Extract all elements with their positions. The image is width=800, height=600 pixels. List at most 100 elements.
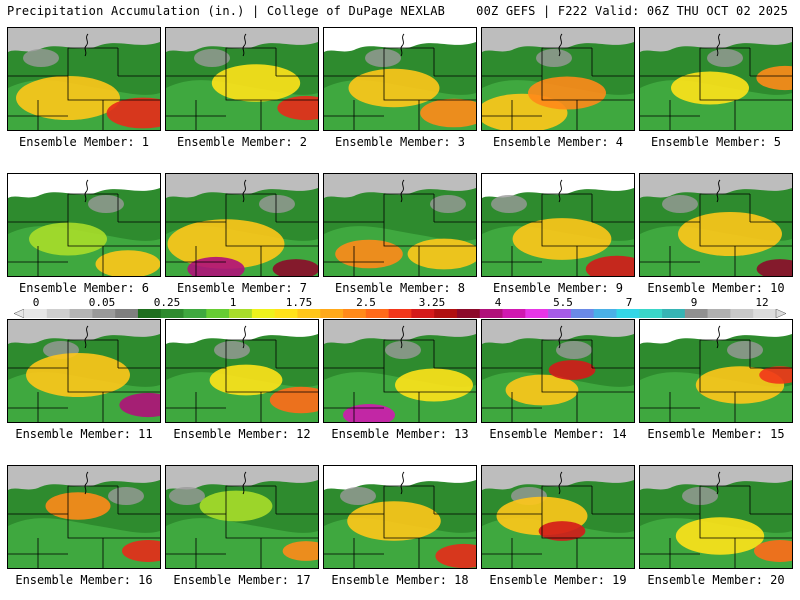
dry-area	[8, 28, 160, 52]
colorbar-tick-label: 4	[494, 296, 502, 309]
colorbar-tick-label: 0.05	[88, 296, 116, 309]
ensemble-member-map	[481, 465, 635, 569]
light-precip-patch	[662, 195, 698, 213]
colorbar-swatch	[343, 309, 367, 318]
river-line	[242, 325, 247, 349]
dry-area	[482, 320, 634, 344]
colorbar-swatch	[456, 309, 481, 318]
ensemble-member-map	[165, 173, 319, 277]
dry-area	[324, 174, 476, 198]
colorbar-swatch	[684, 309, 708, 318]
dry-area	[8, 174, 160, 198]
colorbar-max-arrow	[775, 309, 786, 318]
map-title: Precipitation Accumulation (in.) | Colle…	[7, 4, 446, 18]
colorbar-swatch	[548, 309, 572, 318]
colorbar-tick-label: 1	[229, 296, 237, 309]
precip-maximum	[754, 540, 792, 562]
river-line	[400, 325, 405, 349]
light-precip-patch	[194, 49, 230, 67]
colorbar-tick-label: 12	[755, 296, 769, 309]
precip-maximum	[106, 97, 160, 129]
dry-area	[166, 28, 318, 52]
precip-maximum	[671, 71, 749, 105]
precip-map	[324, 28, 476, 130]
precip-map	[640, 174, 792, 276]
ensemble-member-label: Ensemble Member: 7	[176, 281, 308, 295]
dry-area	[640, 174, 792, 198]
colorbar-swatch	[753, 309, 777, 318]
precip-maximum	[678, 212, 782, 256]
precip-map	[324, 466, 476, 568]
colorbar-swatch	[502, 309, 526, 318]
river-line	[84, 179, 89, 203]
dry-area	[482, 28, 634, 52]
light-precip-patch	[707, 49, 743, 67]
ensemble-member-map	[481, 173, 635, 277]
river-line	[84, 471, 89, 495]
ensemble-member-label: Ensemble Member: 15	[647, 427, 785, 441]
light-precip-patch	[108, 487, 144, 505]
dry-area	[8, 466, 160, 490]
precip-maximum	[585, 255, 634, 276]
state-borders	[166, 339, 318, 422]
colorbar-swatch	[297, 309, 321, 318]
precip-maximum	[348, 68, 440, 108]
precip-maximum	[26, 353, 130, 397]
ensemble-member-map	[481, 27, 635, 131]
ensemble-member-map	[481, 319, 635, 423]
dry-area	[166, 320, 318, 344]
colorbar-tick-label: 3.25	[418, 296, 446, 309]
colorbar-swatch	[479, 309, 503, 318]
colorbar-swatch	[365, 309, 389, 318]
state-borders	[8, 485, 160, 568]
ensemble-member-map	[165, 465, 319, 569]
ensemble-member-map	[7, 465, 161, 569]
dry-area	[324, 320, 476, 344]
dry-area	[324, 466, 476, 490]
state-borders	[324, 339, 476, 422]
ensemble-member-label: Ensemble Member: 19	[489, 573, 627, 587]
dry-area	[640, 28, 792, 52]
ensemble-member-map	[639, 465, 793, 569]
light-precip-patch	[88, 195, 124, 213]
ensemble-member-label: Ensemble Member: 17	[173, 573, 311, 587]
ensemble-member-label: Ensemble Member: 8	[334, 281, 466, 295]
ensemble-member-label: Ensemble Member: 20	[647, 573, 785, 587]
ensemble-member-label: Ensemble Member: 10	[647, 281, 785, 295]
ensemble-member-map	[639, 173, 793, 277]
dry-area	[482, 174, 634, 198]
state-borders	[8, 47, 160, 130]
colorbar-swatch	[662, 309, 686, 318]
ensemble-member-label: Ensemble Member: 2	[176, 135, 308, 149]
moderate-precip-band	[166, 518, 318, 568]
ensemble-member-label: Ensemble Member: 12	[173, 427, 311, 441]
river-line	[716, 179, 721, 203]
colorbar-swatch	[137, 309, 162, 318]
precip-map	[8, 28, 160, 130]
state-borders	[640, 339, 792, 422]
precip-maximum	[435, 543, 476, 568]
colorbar-swatch	[46, 309, 70, 318]
colorbar-swatch	[160, 309, 184, 318]
precip-maximum	[756, 259, 792, 276]
river-line	[242, 179, 247, 203]
ensemble-member-map	[323, 173, 477, 277]
precip-map	[640, 28, 792, 130]
run-valid-time: 00Z GEFS | F222 Valid: 06Z THU OCT 02 20…	[476, 4, 788, 18]
ensemble-member-map	[639, 27, 793, 131]
precip-colorbar	[14, 309, 786, 318]
dry-area	[482, 466, 634, 490]
precip-maximum	[335, 239, 403, 269]
colorbar-tick-label: 9	[690, 296, 698, 309]
light-precip-patch	[169, 487, 205, 505]
precip-map	[482, 320, 634, 422]
state-borders	[640, 485, 792, 568]
state-borders	[166, 193, 318, 276]
river-line	[84, 325, 89, 349]
light-precip-patch	[491, 195, 527, 213]
river-line	[716, 471, 721, 495]
colorbar-tick-label: 0.25	[153, 296, 181, 309]
state-borders	[8, 193, 160, 276]
colorbar-swatch	[274, 309, 298, 318]
colorbar-swatch	[525, 309, 549, 318]
